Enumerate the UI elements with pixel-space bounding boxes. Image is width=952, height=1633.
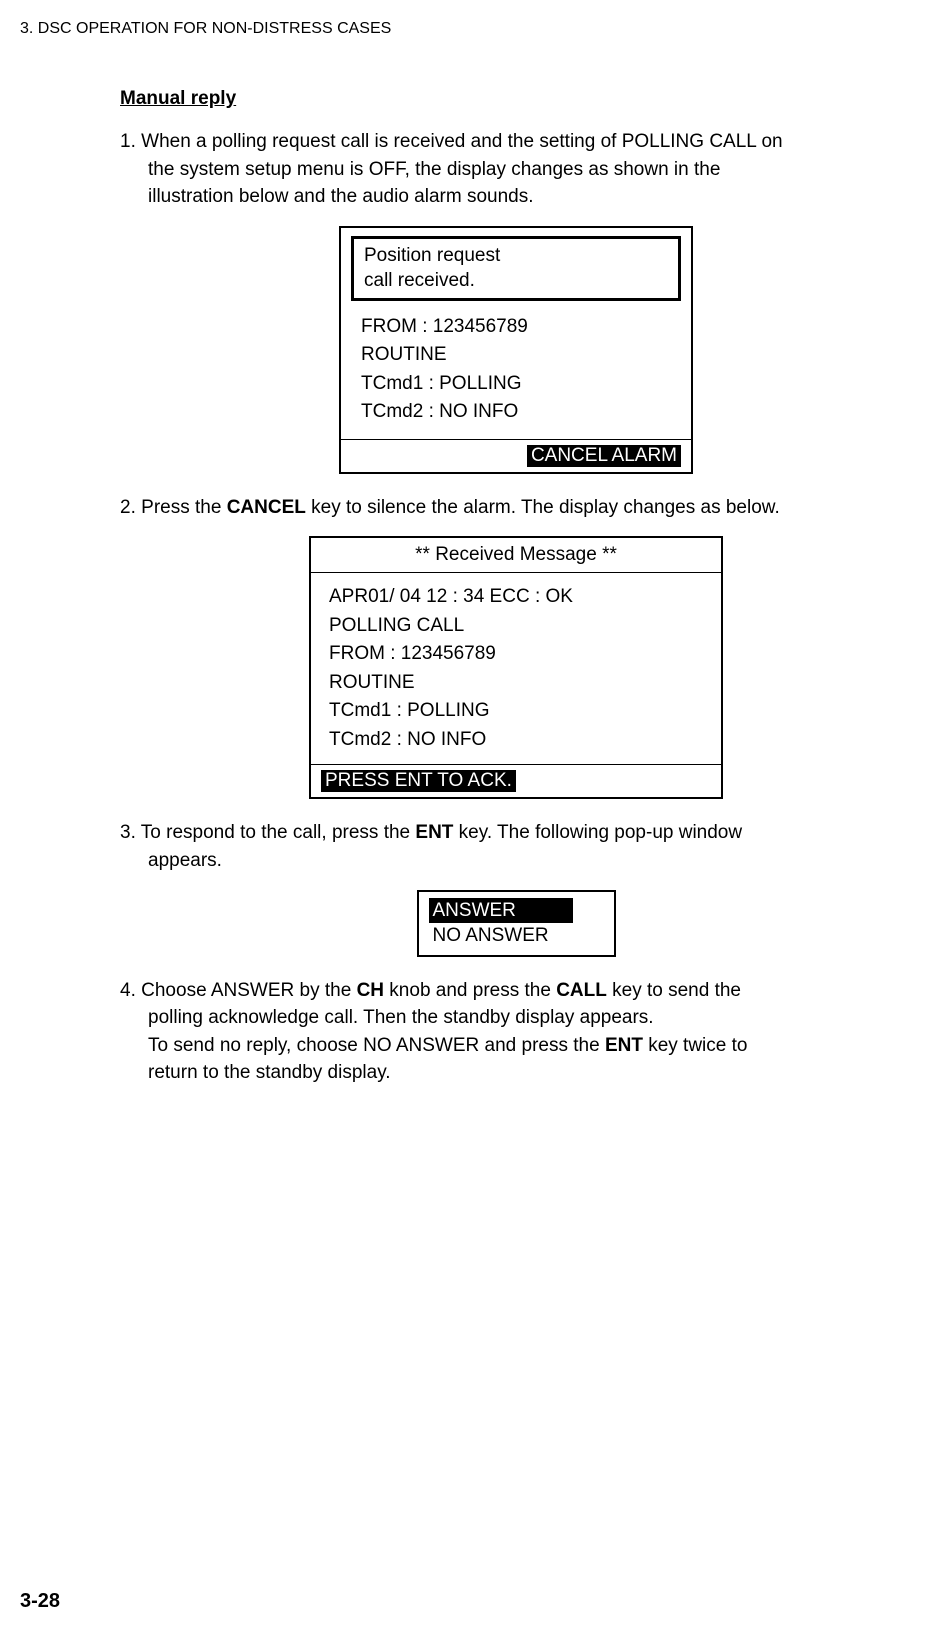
step-4-textf: key twice to xyxy=(643,1035,748,1056)
display1-body: FROM : 123456789 ROUTINE TCmd1 : POLLING… xyxy=(341,313,691,439)
display-box-2: ** Received Message ** APR01/ 04 12 : 34… xyxy=(309,536,723,799)
display1-title-frame: Position request call received. xyxy=(351,236,681,301)
display1-title-line1: Position request xyxy=(364,243,668,269)
display1-line1: FROM : 123456789 xyxy=(361,313,671,342)
step-4-textb: knob and press the xyxy=(384,980,556,1001)
step-2-textb: key to silence the alarm. The display ch… xyxy=(306,497,780,518)
display3-line2: NO ANSWER xyxy=(429,925,549,946)
step-2: 2. Press the CANCEL key to silence the a… xyxy=(120,494,912,522)
step-4-bold2: CALL xyxy=(556,980,607,1001)
display-box-1: Position request call received. FROM : 1… xyxy=(339,226,693,474)
display2-footer-label: PRESS ENT TO ACK. xyxy=(321,770,516,792)
step-4-num: 4. xyxy=(120,980,136,1001)
step-4-texte: To send no reply, choose NO ANSWER and p… xyxy=(148,1035,605,1056)
step-2-num: 2. xyxy=(120,497,136,518)
step-2-bold: CANCEL xyxy=(227,497,306,518)
step-3-bold: ENT xyxy=(415,822,453,843)
step-4-texta: Choose ANSWER by the xyxy=(141,980,356,1001)
display3-line1: ANSWER xyxy=(429,898,573,924)
display2-line6: TCmd2 : NO INFO xyxy=(329,726,703,755)
step-1-num: 1. xyxy=(120,131,136,152)
step-4: 4. Choose ANSWER by the CH knob and pres… xyxy=(120,977,912,1087)
chapter-header: 3. DSC OPERATION FOR NON-DISTRESS CASES xyxy=(20,20,922,38)
step-3: 3. To respond to the call, press the ENT… xyxy=(120,819,912,874)
display2-body: APR01/ 04 12 : 34 ECC : OK POLLING CALL … xyxy=(311,573,721,764)
step-1-texta: When a polling request call is received … xyxy=(141,131,782,152)
display2-line4: ROUTINE xyxy=(329,669,703,698)
section-title: Manual reply xyxy=(120,88,912,110)
step-4-bold1: CH xyxy=(357,980,384,1001)
display2-header: ** Received Message ** xyxy=(311,538,721,573)
display2-line1: APR01/ 04 12 : 34 ECC : OK xyxy=(329,583,703,612)
step-3-textb: key. The following pop-up window xyxy=(453,822,742,843)
display2-line5: TCmd1 : POLLING xyxy=(329,697,703,726)
step-3-textc: appears. xyxy=(148,847,912,875)
display2-line2: POLLING CALL xyxy=(329,612,703,641)
display2-footer: PRESS ENT TO ACK. xyxy=(311,764,721,797)
display3-body: ANSWER NO ANSWER xyxy=(419,892,614,955)
display1-title-line2: call received. xyxy=(364,268,668,294)
step-1-textb: the system setup menu is OFF, the displa… xyxy=(148,156,912,184)
page: 3. DSC OPERATION FOR NON-DISTRESS CASES … xyxy=(0,0,952,1122)
step-2-texta: Press the xyxy=(141,497,227,518)
step-4-line3: To send no reply, choose NO ANSWER and p… xyxy=(148,1032,912,1060)
step-3-num: 3. xyxy=(120,822,136,843)
page-number: 3-28 xyxy=(20,1590,60,1613)
step-4-textc: key to send the xyxy=(607,980,741,1001)
display1-footer: CANCEL ALARM xyxy=(341,439,691,472)
display1-line4: TCmd2 : NO INFO xyxy=(361,398,671,427)
display1-footer-label: CANCEL ALARM xyxy=(527,445,681,467)
step-4-textg: return to the standby display. xyxy=(148,1059,912,1087)
step-1-textc: illustration below and the audio alarm s… xyxy=(148,183,912,211)
display1-line2: ROUTINE xyxy=(361,341,671,370)
step-4-textd: polling acknowledge call. Then the stand… xyxy=(148,1004,912,1032)
step-3-texta: To respond to the call, press the xyxy=(141,822,416,843)
step-1: 1. When a polling request call is receiv… xyxy=(120,128,912,211)
display-box-3: ANSWER NO ANSWER xyxy=(417,890,616,957)
content-area: Manual reply 1. When a polling request c… xyxy=(120,88,912,1087)
step-4-bold3: ENT xyxy=(605,1035,643,1056)
display2-line3: FROM : 123456789 xyxy=(329,640,703,669)
display1-line3: TCmd1 : POLLING xyxy=(361,370,671,399)
